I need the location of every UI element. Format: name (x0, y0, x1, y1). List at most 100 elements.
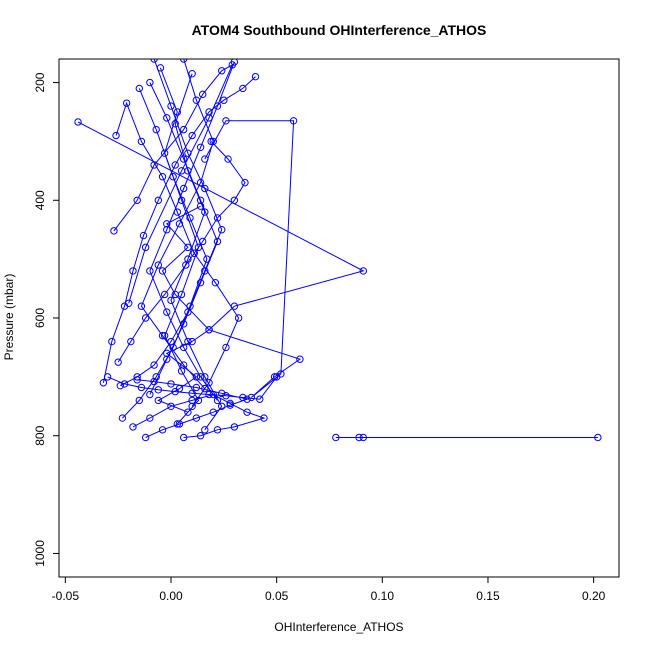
data-point (167, 296, 175, 305)
data-point (135, 84, 144, 93)
data-point (167, 102, 175, 110)
data-point (213, 396, 222, 405)
y-tick-label: 800 (33, 425, 47, 445)
data-point (118, 414, 127, 422)
data-point (207, 137, 215, 146)
data-point (171, 387, 179, 396)
data-point (188, 402, 196, 410)
data-point (160, 290, 169, 299)
data-point (167, 380, 175, 388)
series-line (113, 63, 234, 304)
series-layer (74, 59, 602, 442)
data-point (196, 143, 205, 151)
data-point (169, 343, 177, 352)
data-point (184, 167, 192, 175)
data-point (146, 267, 154, 275)
data-point (192, 414, 201, 422)
data-point (141, 243, 150, 252)
data-point (243, 408, 251, 416)
data-point (192, 373, 201, 381)
data-point (179, 433, 188, 442)
data-point (150, 161, 158, 169)
data-point (163, 308, 171, 316)
data-point (135, 396, 144, 405)
data-point (177, 290, 186, 299)
series-line (120, 59, 223, 387)
data-point (222, 343, 230, 352)
data-point (198, 90, 207, 99)
series-line (149, 82, 219, 395)
y-tick-label: 1000 (33, 540, 47, 567)
data-point (160, 149, 169, 157)
series-line (117, 141, 246, 363)
data-point (116, 381, 124, 390)
data-point (184, 408, 192, 416)
data-point (156, 64, 165, 72)
data-point (196, 278, 205, 287)
data-point (154, 386, 163, 394)
data-point (137, 137, 146, 146)
y-tick-label: 600 (33, 308, 47, 328)
data-point (186, 214, 194, 222)
data-point (251, 72, 260, 81)
data-point (201, 426, 209, 434)
data-point (127, 337, 135, 346)
series-line (102, 76, 256, 383)
data-point (146, 78, 154, 87)
series-line (161, 120, 302, 398)
data-point (201, 373, 209, 381)
data-point (184, 337, 192, 346)
data-point (110, 227, 118, 235)
data-point (158, 331, 167, 340)
data-point (209, 408, 217, 416)
series-line (170, 73, 223, 431)
data-point (272, 373, 281, 381)
data-point (201, 184, 209, 193)
data-point (201, 208, 209, 216)
data-point (141, 314, 150, 322)
data-point (213, 426, 222, 434)
data-point (179, 343, 188, 352)
data-point (129, 267, 137, 275)
data-point (184, 149, 192, 157)
data-point (163, 114, 171, 122)
data-point (188, 337, 196, 346)
data-point (179, 184, 188, 193)
data-point (594, 433, 602, 442)
data-point (220, 96, 228, 104)
data-point (226, 401, 234, 409)
data-point (150, 59, 158, 63)
data-point (114, 358, 122, 366)
data-point (243, 395, 251, 403)
data-point (355, 433, 363, 442)
data-point (213, 102, 222, 110)
data-point (112, 131, 120, 140)
data-point (296, 355, 304, 363)
x-tick-label: 0.05 (265, 589, 289, 603)
data-point (209, 137, 217, 146)
data-point (154, 196, 163, 204)
data-point (120, 302, 129, 310)
data-point (146, 390, 154, 399)
data-point (192, 96, 201, 104)
data-point (103, 373, 112, 381)
data-point (188, 70, 196, 78)
data-point (139, 231, 148, 240)
x-tick-label: 0.20 (582, 589, 606, 603)
data-point (74, 118, 82, 126)
data-point (152, 373, 160, 381)
data-point (222, 392, 230, 400)
y-tick-label: 400 (33, 190, 47, 210)
data-point (184, 243, 192, 252)
data-point (359, 433, 368, 442)
data-point (160, 331, 169, 340)
data-point (230, 196, 239, 204)
data-point (133, 196, 141, 204)
data-point (163, 355, 171, 363)
data-point (196, 432, 205, 440)
data-point (186, 302, 194, 310)
data-point (230, 423, 239, 431)
data-point (179, 59, 188, 63)
